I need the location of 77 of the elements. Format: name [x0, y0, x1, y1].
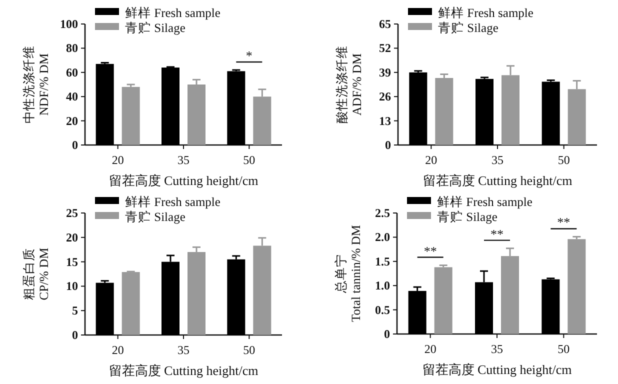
x-tick-label: 50: [558, 153, 570, 167]
x-tick-label: 50: [243, 153, 256, 167]
bar: [408, 290, 426, 334]
legend-label: 鲜样 Fresh sample: [438, 6, 534, 20]
y-tick-label: 100: [60, 17, 78, 31]
legend-label: 鲜样 Fresh sample: [437, 195, 533, 209]
x-axis-title: 留茬高度 Cutting height/cm: [108, 363, 258, 378]
y-tick-label: 2.5: [375, 206, 390, 220]
bar: [542, 82, 560, 145]
bar: [227, 71, 246, 145]
y-axis-title: 总单宁 Total tannin/% DM: [333, 224, 363, 322]
bar: [188, 84, 206, 145]
y-tick-label: 0: [385, 138, 391, 152]
annotation: **: [557, 214, 570, 230]
y-tick-label: 60: [66, 65, 78, 80]
significance-bracket: **: [550, 214, 577, 230]
y-axis-title: 粗蛋白质 CP/% DM: [22, 248, 51, 300]
significance-bracket: *: [236, 48, 262, 63]
bar: [188, 252, 206, 335]
y-tick-label: 2.0: [375, 230, 390, 244]
legend-label: 青贮 Silage: [125, 21, 186, 35]
y-tick-label: 15: [66, 254, 78, 269]
y-tick-label: 39: [379, 65, 391, 80]
bar: [542, 279, 560, 334]
bar: [227, 259, 246, 335]
bar: [162, 68, 180, 145]
y-tick-label: 0: [72, 328, 78, 342]
x-axis-title: 留茬高度 Cutting height/cm: [108, 173, 258, 188]
x-tick-label: 35: [491, 342, 503, 356]
annotation: **: [490, 226, 504, 242]
y-tick-label: 10: [66, 279, 78, 294]
bar: [434, 267, 452, 334]
y-tick-label: 0.5: [375, 302, 390, 317]
legend-label: 青贮 Silage: [125, 210, 186, 224]
legend-label: 青贮 Silage: [438, 21, 499, 35]
significance-bracket: **: [484, 226, 510, 242]
legend-label: 青贮 Silage: [437, 210, 498, 224]
x-tick-label: 20: [424, 342, 436, 356]
x-tick-label: 20: [425, 153, 438, 167]
x-tick-label: 50: [558, 342, 570, 356]
y-tick-label: 65: [379, 17, 391, 31]
y-tick-label: 20: [66, 114, 78, 128]
y-tick-label: 1.5: [375, 254, 390, 268]
y-tick-label: 5: [72, 304, 78, 318]
bar: [122, 272, 140, 335]
y-tick-label: 52: [379, 41, 391, 56]
annotation: **: [424, 243, 437, 258]
y-axis-title: 酸性洗涤纤维 ADF/% DM: [335, 46, 364, 124]
x-axis-title: 留茬高度 Cutting height/cm: [422, 173, 572, 188]
x-tick-label: 20: [112, 153, 124, 167]
y-axis-title: 中性洗涤纤维 NDF/% DM: [22, 46, 51, 124]
y-tick-label: 26: [379, 90, 391, 104]
x-tick-label: 35: [178, 153, 190, 167]
y-tick-label: 25: [66, 206, 78, 220]
bar: [435, 78, 454, 145]
y-tick-label: 80: [66, 41, 78, 56]
y-tick-label: 40: [66, 90, 78, 104]
x-tick-label: 50: [243, 343, 256, 357]
x-tick-label: 20: [112, 343, 124, 357]
y-tick-label: 1.0: [375, 278, 390, 293]
bar: [96, 282, 114, 335]
y-tick-label: 20: [66, 230, 78, 244]
x-tick-label: 35: [492, 153, 504, 167]
bar: [409, 72, 428, 145]
x-axis-title: 留茬高度 Cutting height/cm: [422, 362, 572, 377]
y-tick-label: 0: [72, 138, 78, 152]
legend-label: 鲜样 Fresh sample: [125, 6, 221, 20]
bar: [476, 78, 494, 145]
significance-bracket: **: [417, 243, 444, 258]
annotation: *: [246, 48, 252, 63]
y-tick-label: 13: [379, 114, 391, 128]
bar: [568, 239, 586, 334]
bar: [122, 86, 140, 145]
legend-label: 鲜样 Fresh sample: [125, 195, 221, 209]
bar: [96, 64, 114, 145]
y-tick-label: 0: [384, 327, 390, 341]
x-tick-label: 35: [178, 343, 190, 357]
